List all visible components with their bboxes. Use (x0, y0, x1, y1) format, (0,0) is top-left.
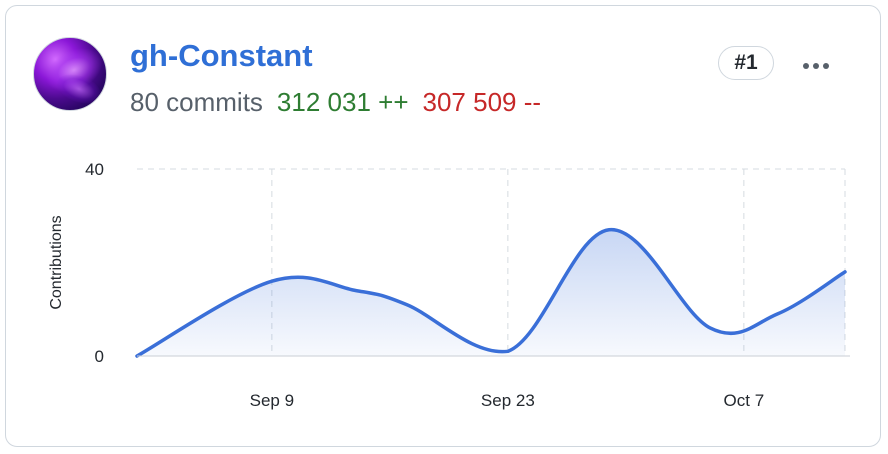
contributor-card (5, 5, 881, 447)
y-axis-title: Contributions (48, 215, 65, 309)
x-axis-ticks: Sep 9 Sep 23 Oct 7 (250, 391, 765, 410)
commits-count: 80 commits (130, 87, 263, 117)
contribution-area (137, 229, 845, 356)
contribution-stats: 80 commits 312 031 ++ 307 509 -- (130, 89, 541, 115)
deletions-count: 307 509 -- (422, 87, 542, 117)
x-tick-label: Sep 9 (250, 391, 294, 410)
additions-count: 312 031 ++ (276, 87, 409, 117)
contribution-line (135, 228, 847, 358)
y-tick-label: 40 (85, 160, 104, 179)
avatar[interactable] (33, 37, 107, 111)
x-tick-label: Oct 7 (724, 391, 765, 410)
y-tick-label: 0 (95, 347, 104, 366)
x-tick-label: Sep 23 (481, 391, 535, 410)
rank-badge: #1 (718, 46, 774, 80)
more-options-button[interactable] (796, 50, 836, 74)
kebab-horizontal-icon (803, 63, 829, 69)
username-link[interactable]: gh-Constant (130, 38, 313, 73)
y-axis-ticks: 0 40 (85, 160, 104, 366)
